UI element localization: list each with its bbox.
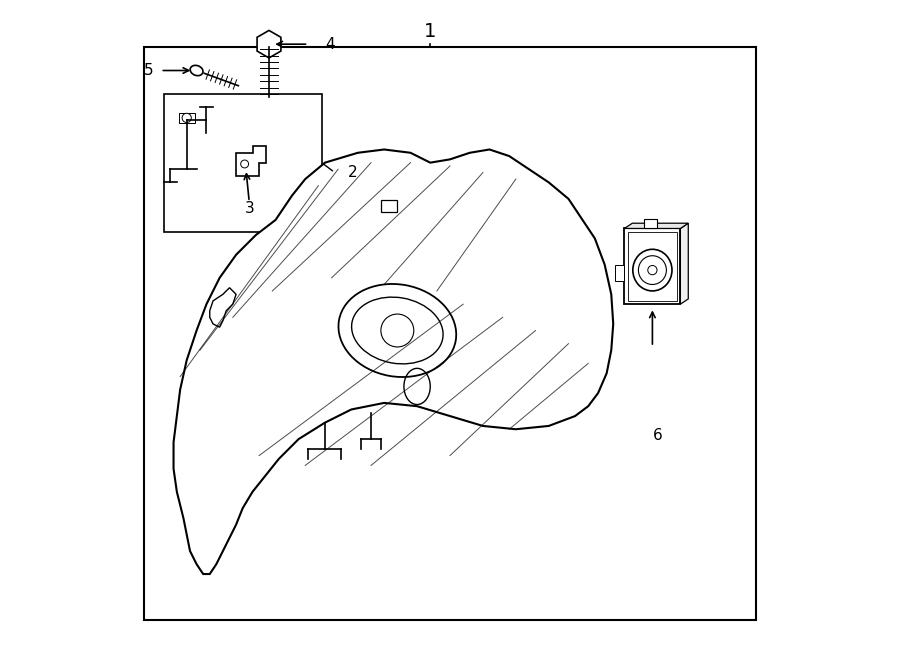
Text: 6: 6: [652, 428, 662, 444]
Bar: [616, 265, 625, 282]
Text: 3: 3: [245, 201, 254, 216]
Circle shape: [182, 113, 192, 122]
Polygon shape: [174, 149, 613, 574]
Text: 4: 4: [325, 36, 335, 52]
Bar: [381, 200, 397, 212]
Circle shape: [240, 160, 248, 168]
Polygon shape: [680, 223, 688, 304]
Text: 1: 1: [424, 22, 436, 40]
Bar: [644, 219, 657, 229]
Bar: [179, 113, 194, 123]
Text: 2: 2: [348, 165, 357, 180]
Polygon shape: [625, 223, 688, 229]
Bar: [164, 94, 321, 232]
Polygon shape: [210, 288, 236, 327]
Bar: [625, 229, 680, 304]
Bar: [627, 232, 677, 301]
Polygon shape: [236, 146, 266, 176]
Text: 5: 5: [144, 63, 154, 78]
Polygon shape: [257, 30, 281, 58]
Ellipse shape: [190, 65, 203, 75]
